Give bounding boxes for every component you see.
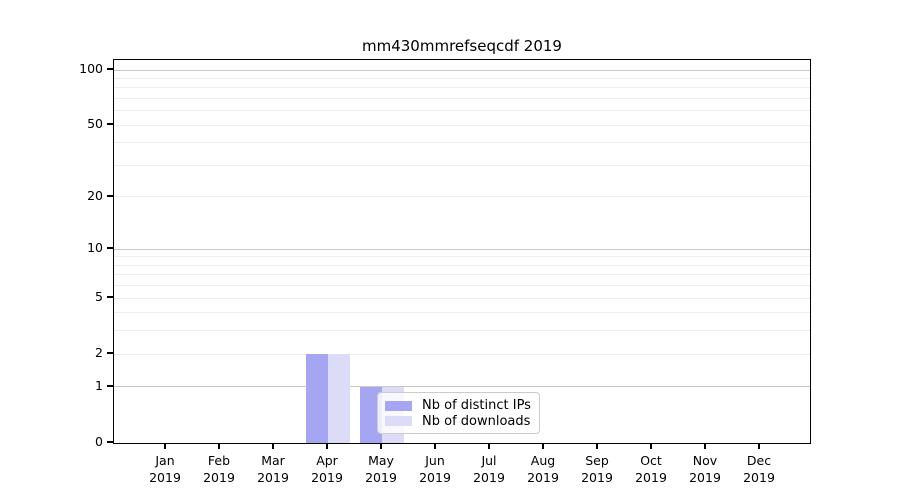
- legend-swatch-downloads: [385, 416, 412, 427]
- minor-gridline: [114, 77, 810, 79]
- x-tick-label: Jan 2019: [149, 453, 181, 485]
- minor-gridline: [114, 256, 810, 258]
- minor-gridline: [114, 330, 810, 332]
- major-gridline: [114, 69, 810, 71]
- minor-gridline: [114, 196, 810, 198]
- legend-item-distinct-ips: Nb of distinct IPs: [385, 398, 531, 414]
- x-tick-mark: [380, 443, 382, 449]
- y-tick-label: 5: [95, 289, 103, 305]
- x-tick-label: Nov 2019: [689, 453, 721, 485]
- x-tick-label: Aug 2019: [527, 453, 559, 485]
- x-tick-label: Sep 2019: [581, 453, 613, 485]
- x-tick-mark: [326, 443, 328, 449]
- x-tick-mark: [650, 443, 652, 449]
- y-tick-label: 2: [95, 345, 103, 361]
- x-tick-mark: [434, 443, 436, 449]
- minor-gridline: [114, 87, 810, 89]
- y-tick-mark: [107, 296, 113, 299]
- minor-gridline: [114, 285, 810, 287]
- x-tick-label: Apr 2019: [311, 453, 343, 485]
- y-tick-label: 100: [79, 61, 103, 76]
- y-tick-mark: [107, 123, 113, 126]
- x-tick-mark: [164, 443, 166, 449]
- legend: Nb of distinct IPs Nb of downloads: [377, 392, 540, 434]
- y-tick-mark: [107, 384, 113, 387]
- plot-area: [113, 59, 811, 444]
- x-tick-label: Dec 2019: [743, 453, 775, 485]
- legend-label-downloads: Nb of downloads: [422, 413, 531, 429]
- y-tick-label: 20: [87, 187, 103, 203]
- minor-gridline: [114, 297, 810, 299]
- x-tick-mark: [272, 443, 274, 449]
- legend-swatch-distinct-ips: [385, 400, 412, 411]
- x-tick-label: Mar 2019: [257, 453, 289, 485]
- y-tick-label: 50: [87, 116, 103, 132]
- x-tick-mark: [596, 443, 598, 449]
- minor-gridline: [114, 164, 810, 166]
- x-tick-mark: [488, 443, 490, 449]
- minor-gridline: [114, 264, 810, 266]
- x-tick-mark: [542, 443, 544, 449]
- x-tick-label: Oct 2019: [635, 453, 667, 485]
- x-tick-mark: [704, 443, 706, 449]
- y-tick-label: 10: [87, 240, 103, 256]
- chart-title: mm430mmrefseqcdf 2019: [362, 37, 562, 55]
- minor-gridline: [114, 312, 810, 314]
- x-tick-mark: [758, 443, 760, 449]
- x-tick-label: Jun 2019: [419, 453, 451, 485]
- y-tick-mark: [107, 247, 113, 250]
- minor-gridline: [114, 124, 810, 126]
- x-tick-label: Feb 2019: [203, 453, 235, 485]
- y-tick-mark: [107, 441, 113, 443]
- y-tick-mark: [107, 194, 113, 197]
- y-tick-mark: [107, 68, 113, 70]
- y-tick-label: 0: [95, 434, 103, 449]
- minor-gridline: [114, 110, 810, 112]
- x-tick-label: May 2019: [365, 453, 397, 485]
- x-tick-label: Jul 2019: [473, 453, 505, 485]
- major-gridline: [114, 248, 810, 250]
- legend-item-downloads: Nb of downloads: [385, 414, 531, 430]
- minor-gridline: [114, 353, 810, 355]
- bar-distinct-ips: [360, 386, 382, 443]
- minor-gridline: [114, 142, 810, 144]
- y-tick-mark: [107, 352, 113, 355]
- minor-gridline: [114, 274, 810, 276]
- legend-label-distinct-ips: Nb of distinct IPs: [422, 398, 531, 414]
- bar-distinct-ips: [306, 354, 328, 443]
- y-tick-label: 1: [95, 377, 103, 393]
- x-tick-mark: [218, 443, 220, 449]
- minor-gridline: [114, 97, 810, 99]
- bar-downloads: [328, 354, 350, 443]
- major-gridline: [114, 386, 810, 388]
